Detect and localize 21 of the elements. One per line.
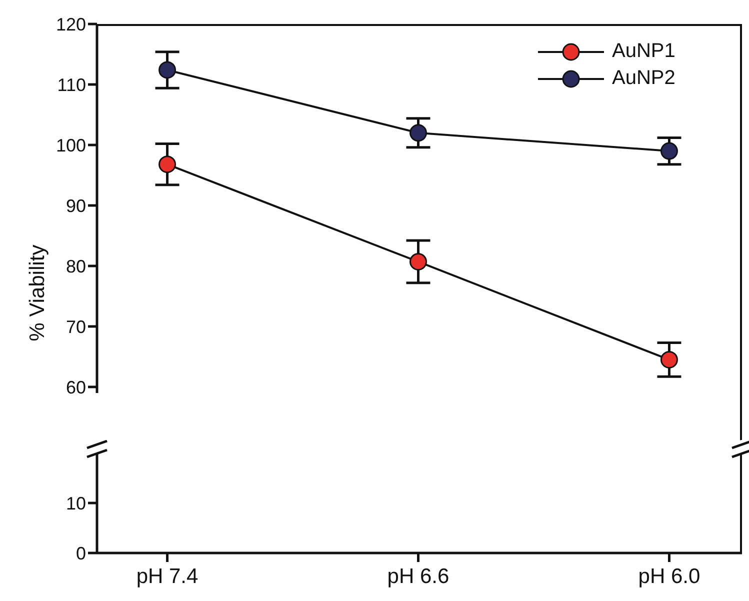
y-tick-label: 100: [56, 135, 86, 156]
y-tick-label: 120: [56, 14, 86, 34]
legend-label: AuNP1: [612, 40, 676, 63]
x-tick-label: pH 7.4: [136, 564, 199, 588]
point: [409, 124, 427, 142]
y-tick-label: 70: [66, 316, 86, 337]
point: [660, 350, 678, 368]
y-tick-label: 0: [76, 543, 86, 564]
x-tick-label: pH 6.0: [638, 564, 700, 588]
y-tick-label: 90: [66, 196, 86, 216]
y-tick-label: 80: [66, 256, 86, 276]
point: [409, 252, 427, 270]
y-tick-label: 60: [66, 377, 86, 398]
y-tick-label: 10: [66, 493, 86, 514]
x-tick-label: pH 6.6: [387, 564, 450, 588]
point: [158, 61, 176, 79]
y-axis-title: % Viability: [26, 244, 50, 342]
point: [660, 142, 678, 160]
legend-label: AuNP2: [612, 67, 676, 90]
y-tick-label: 110: [57, 74, 86, 95]
point: [158, 156, 176, 174]
